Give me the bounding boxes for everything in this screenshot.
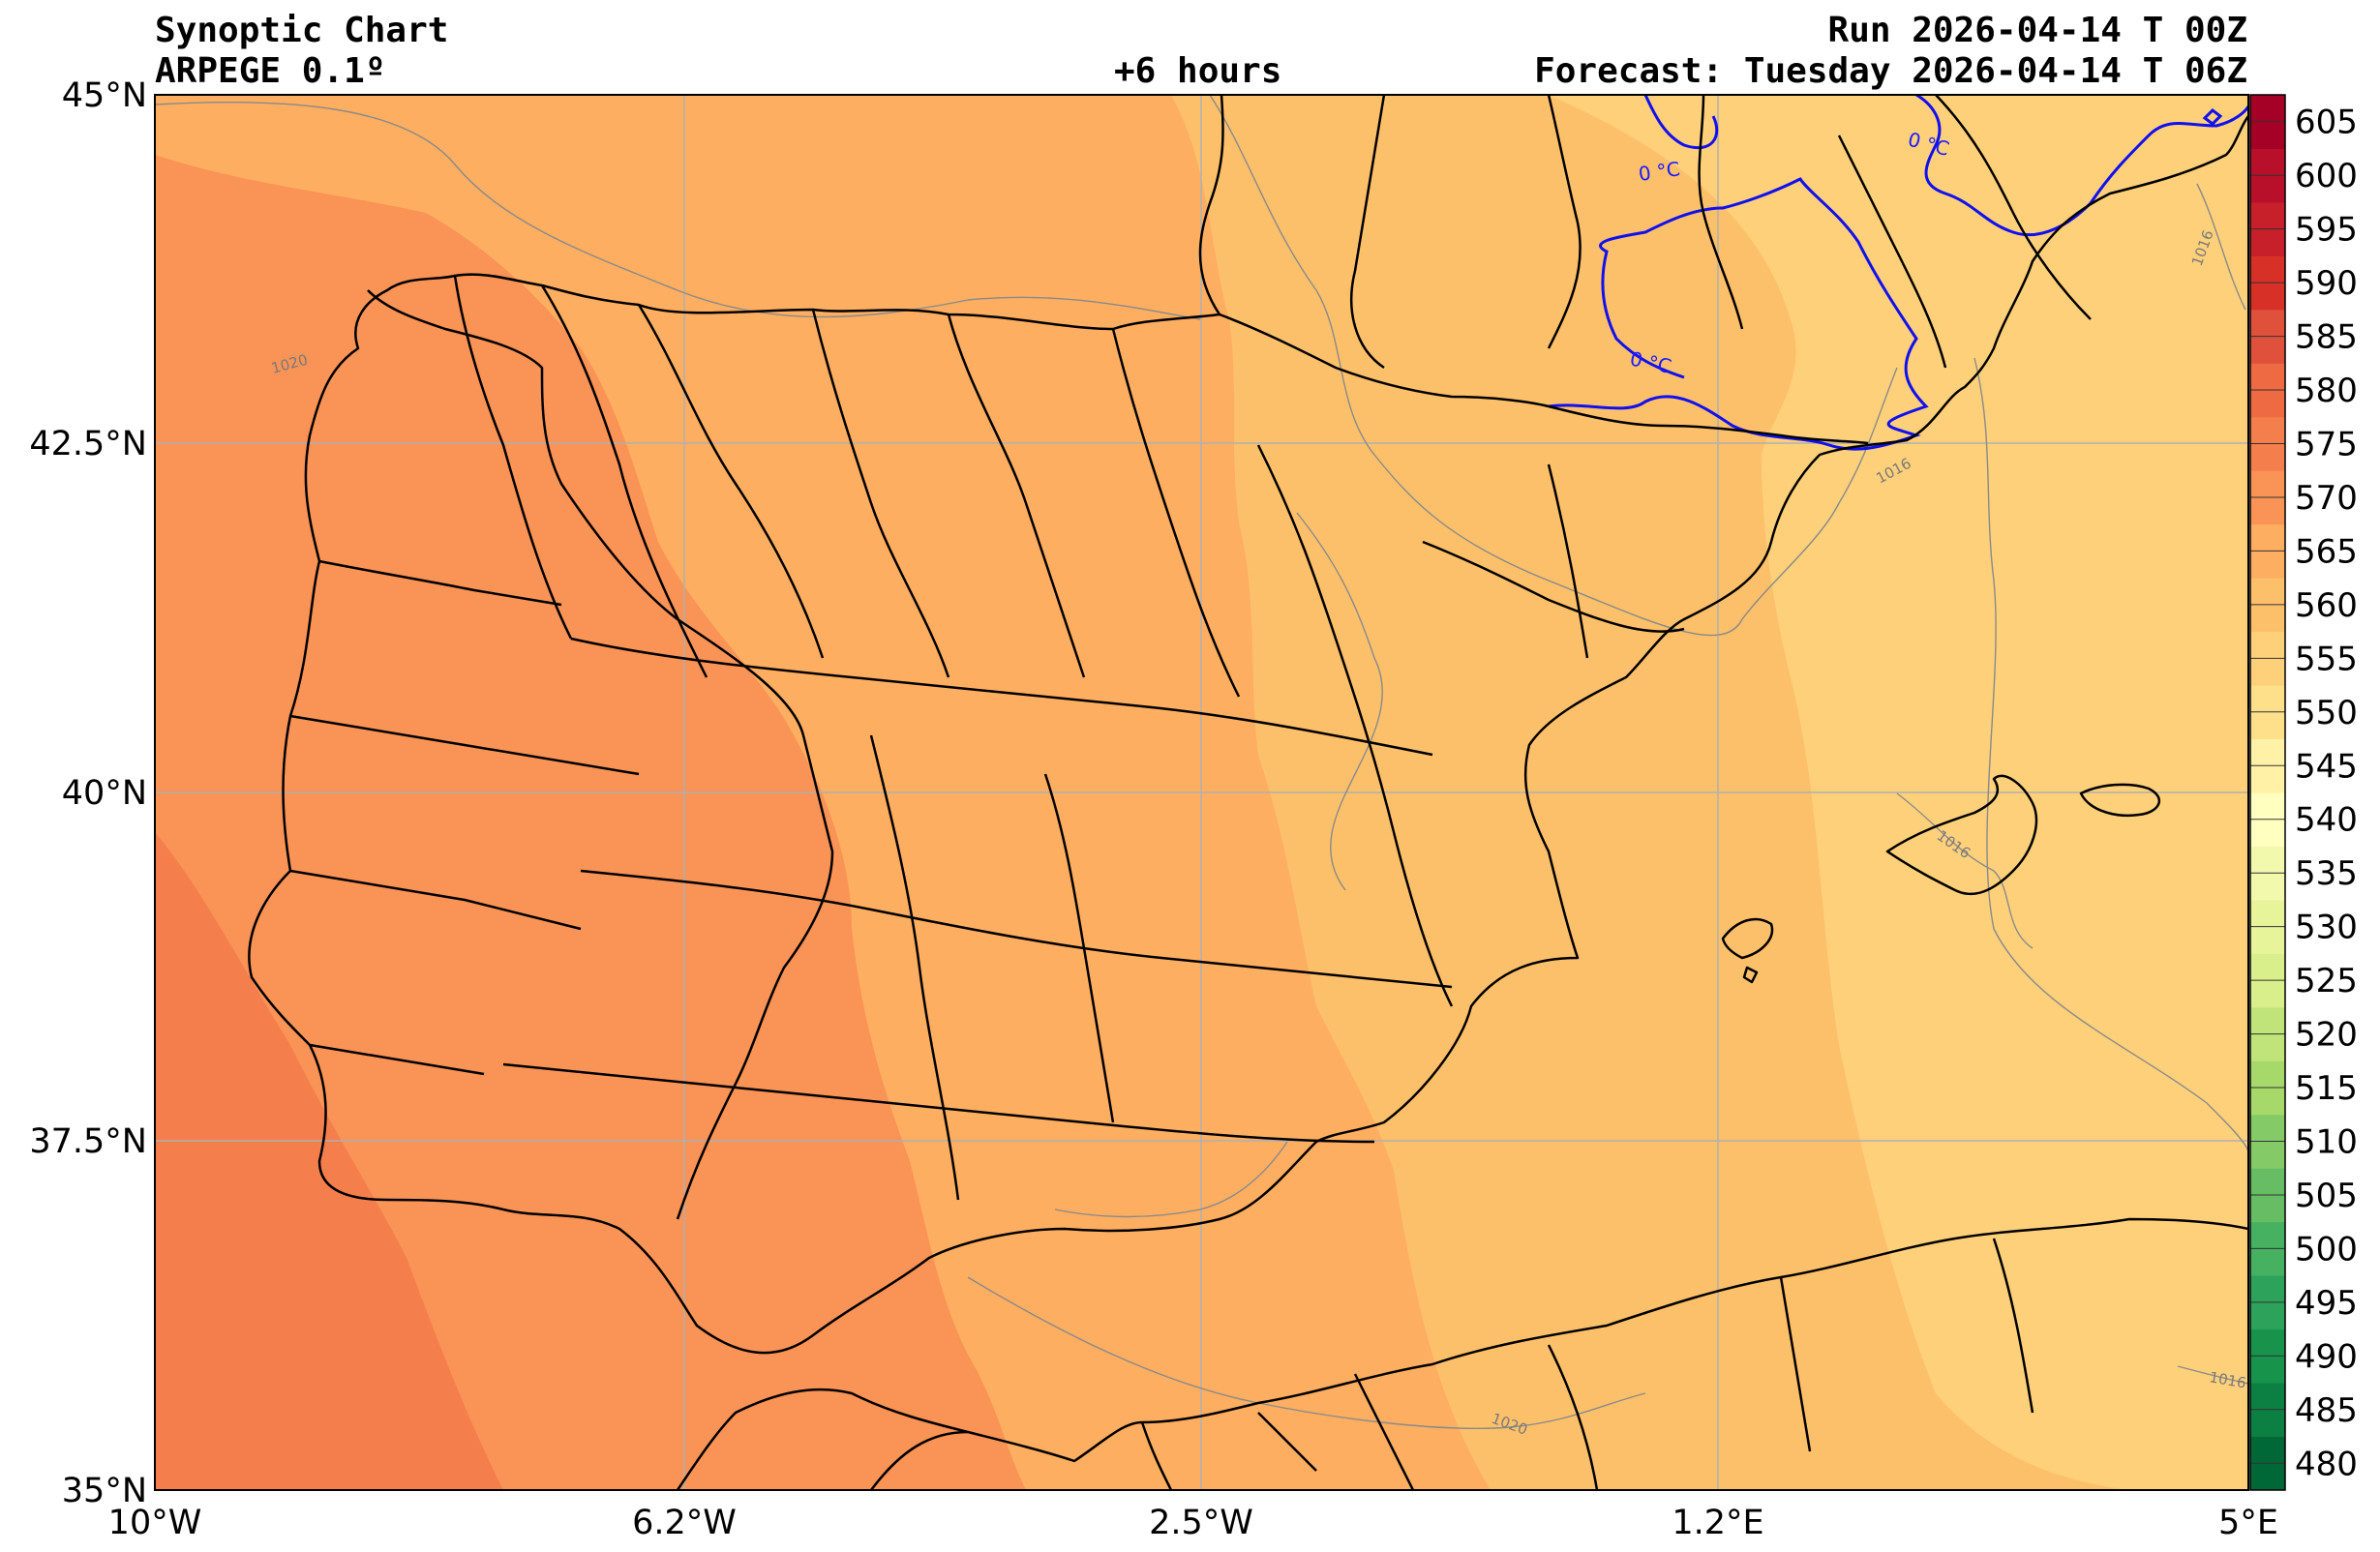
- model-name: ARPEGE 0.1º: [155, 51, 386, 91]
- latitude-tick-labels: 45°N 42.5°N 40°N 37.5°N 35°N: [29, 76, 147, 1510]
- region-borders-3: [869, 444, 1685, 1201]
- isobars: [155, 95, 2248, 1429]
- region-borders-portugal: [289, 559, 640, 1076]
- lat-tick-label-3: 40°N: [62, 774, 147, 813]
- isobar-1016-balearic: [1896, 792, 2034, 949]
- region-borders-1: [453, 275, 1241, 698]
- freezing-line-north: [1643, 95, 1719, 150]
- colorbar-label-570: 570: [2295, 479, 2358, 518]
- longitude-tick-labels: 10°W 6.2°W 2.5°W 1.2°E 5°E: [108, 1504, 2278, 1542]
- colorbar-label-560: 560: [2295, 586, 2358, 625]
- isobar-1016-east: [1973, 357, 2248, 1152]
- mallorca-coastline: [1885, 774, 2038, 896]
- colorbar-label-590: 590: [2295, 264, 2358, 303]
- colorbar-label-580: 580: [2295, 372, 2358, 410]
- colorbar-label-530: 530: [2295, 909, 2358, 947]
- forecast-valid-time: Forecast: Tuesday 2026-04-14 T 06Z: [1534, 51, 2247, 91]
- region-borders-2: [502, 637, 1453, 1144]
- isobar-inland-1: [1296, 512, 1383, 891]
- colorbar-label-500: 500: [2295, 1230, 2358, 1268]
- colorbar-label-510: 510: [2295, 1123, 2358, 1162]
- field-band-575: [155, 832, 503, 1490]
- isobar-1016-northeast-corner: [2196, 183, 2246, 311]
- colorbar-label-535: 535: [2295, 854, 2358, 893]
- menorca-coastline: [2079, 783, 2161, 817]
- colorbar-label-575: 575: [2295, 426, 2358, 464]
- isobar-1016-southeast: [2177, 1365, 2248, 1385]
- freezing-label-1: 0 °C: [1637, 157, 1681, 186]
- colorbar-label-505: 505: [2295, 1177, 2358, 1215]
- formentera-coastline: [1742, 966, 1759, 984]
- france-borders: [1350, 95, 2092, 370]
- isobar-1016-northeast: [1209, 95, 1898, 637]
- lon-tick-label-2: 6.2°W: [632, 1504, 737, 1542]
- map-frame: [154, 94, 2249, 1491]
- colorbar-label-485: 485: [2295, 1391, 2358, 1430]
- colorbar-label-565: 565: [2295, 532, 2358, 571]
- colorbar-label-595: 595: [2295, 211, 2358, 250]
- spain-portugal-border: [367, 289, 834, 1220]
- colorbar-label-545: 545: [2295, 747, 2358, 786]
- lon-tick-label-1: 10°W: [108, 1504, 202, 1542]
- africa-borders: [870, 1238, 2034, 1490]
- freezing-line-small: [2202, 108, 2223, 126]
- freezing-line-alps: [1915, 95, 2248, 237]
- freezing-line-pyrenees: [1548, 177, 1929, 451]
- colorbar-label-540: 540: [2295, 801, 2358, 840]
- coastlines-and-borders: [248, 95, 2248, 1490]
- colorbar-label-495: 495: [2295, 1284, 2358, 1323]
- isobar-1020-north: [155, 101, 1201, 320]
- colorbar-label-480: 480: [2295, 1445, 2358, 1483]
- run-time: Run 2026-04-14 T 00Z: [1827, 11, 2247, 50]
- colorbar-label-520: 520: [2295, 1016, 2358, 1055]
- france-spain-border: [1219, 313, 1869, 445]
- chart-title: Synoptic Chart: [155, 11, 449, 50]
- lon-tick-label-4: 1.2°E: [1672, 1504, 1763, 1542]
- colorbar-label-555: 555: [2295, 640, 2358, 678]
- colorbar-frame: [2249, 94, 2286, 1491]
- colorbar-label-600: 600: [2295, 157, 2358, 195]
- ibiza-coastline: [1721, 917, 1774, 960]
- lon-tick-label-5: 5°E: [2218, 1504, 2278, 1542]
- north-africa-coastline: [676, 1217, 2248, 1490]
- lon-tick-label-3: 2.5°W: [1149, 1504, 1253, 1542]
- colorbar-label-605: 605: [2295, 104, 2358, 142]
- colorbar-label-550: 550: [2295, 694, 2358, 732]
- colorbar-label-585: 585: [2295, 318, 2358, 357]
- lat-tick-label-5: 35°N: [62, 1472, 147, 1510]
- map-area: 1020 1016 1016 1020 1016 1016 0 °C 0 °C …: [155, 95, 2248, 1490]
- isobar-1020-south: [967, 1276, 1646, 1429]
- colorbar: 480 485 490 495 500 505 510 515 520 525 530 535 540 5…: [2249, 94, 2358, 1491]
- isobar-inland-2: [1054, 1141, 1288, 1218]
- iberia-coastline: [248, 95, 2248, 1355]
- lat-tick-label-2: 42.5°N: [29, 425, 147, 463]
- freezing-level-lines: [1548, 95, 2248, 451]
- colorbar-label-490: 490: [2295, 1337, 2358, 1376]
- forecast-lead-time: +6 hours: [1114, 51, 1282, 91]
- lat-tick-label-4: 37.5°N: [29, 1122, 147, 1161]
- colorbar-label-525: 525: [2295, 962, 2358, 1000]
- colorbar-label-515: 515: [2295, 1069, 2358, 1108]
- lat-tick-label-1: 45°N: [62, 76, 147, 115]
